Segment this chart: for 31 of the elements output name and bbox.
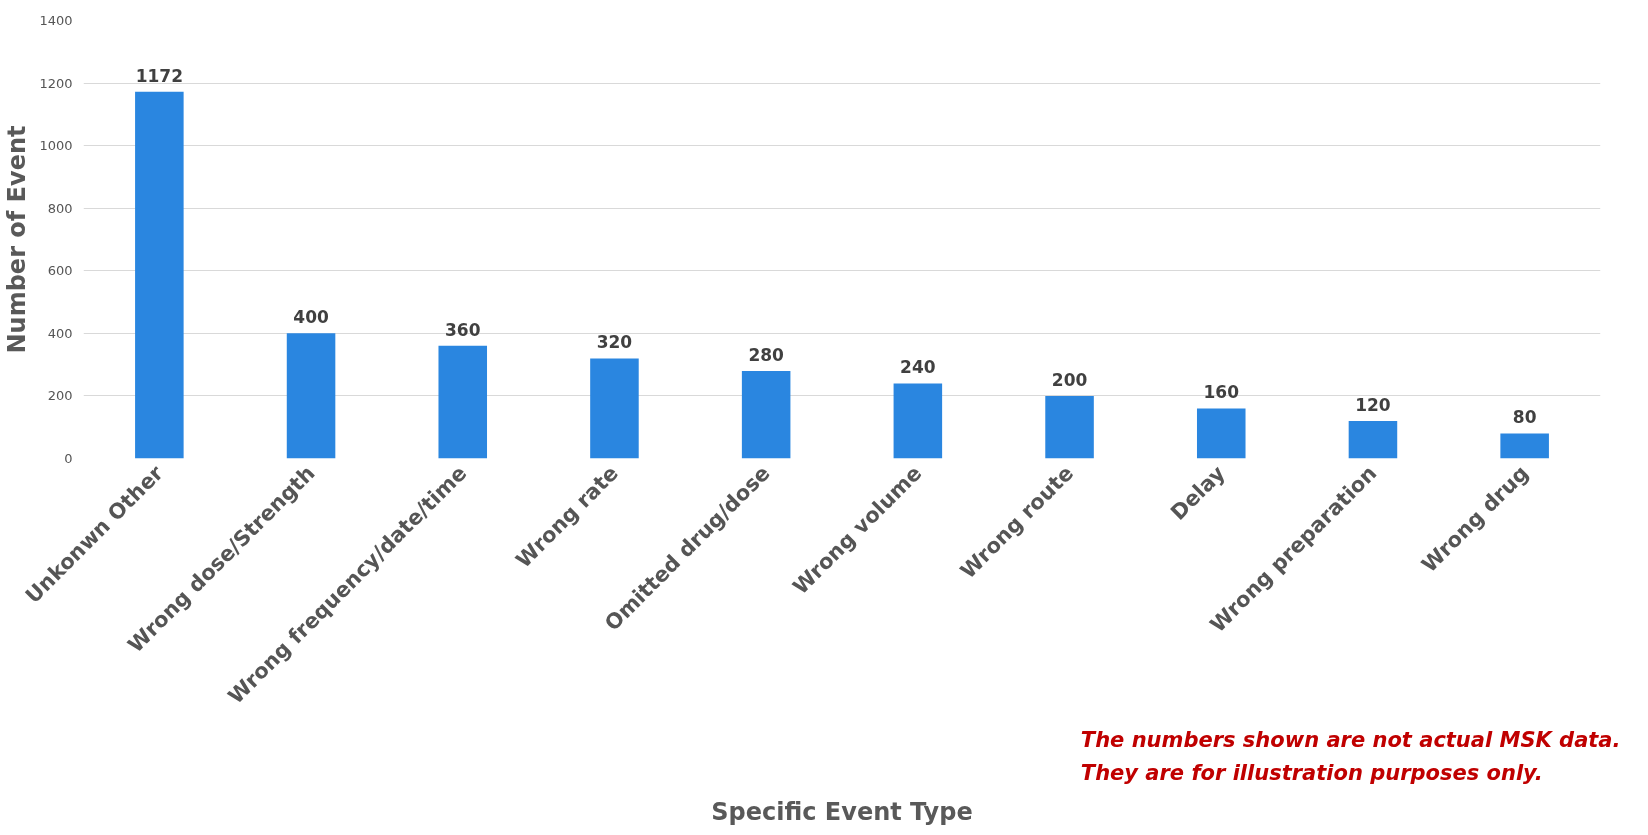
y-tick-label: 1200 (39, 75, 73, 91)
x-axis-title: Specific Event Type (711, 797, 973, 826)
bar (438, 345, 488, 459)
y-tick-label: 1400 (39, 13, 73, 28)
data-label: 80 (1512, 407, 1537, 428)
bar (893, 383, 943, 459)
data-label: 280 (748, 344, 785, 365)
bar (1500, 433, 1549, 459)
text: The numbers shown are not actual MSK data. They are for illustration purposes only. (1080, 727, 1621, 786)
bar (135, 91, 184, 459)
bar (590, 358, 639, 459)
data-label: 160 (1203, 382, 1240, 403)
y-tick-label: 800 (47, 200, 73, 216)
bar (286, 333, 336, 459)
y-tick-label: 600 (47, 263, 73, 279)
bar (1045, 395, 1094, 459)
data-label: 240 (900, 357, 936, 378)
y-tick-label: 200 (47, 388, 73, 404)
bar (1196, 408, 1246, 459)
data-label: 320 (596, 332, 633, 353)
data-label: 400 (293, 307, 329, 328)
data-label: 120 (1355, 394, 1391, 415)
y-axis-title: Number of Event (3, 125, 32, 354)
data-label: 360 (445, 319, 481, 340)
data-label: 200 (1051, 369, 1088, 390)
data-label: 1172 (135, 65, 184, 86)
bar (1348, 420, 1398, 459)
y-tick-label: 400 (47, 325, 73, 341)
y-tick-label: 1000 (39, 138, 73, 154)
y-tick-label: 0 (64, 451, 73, 466)
bar (741, 370, 791, 459)
